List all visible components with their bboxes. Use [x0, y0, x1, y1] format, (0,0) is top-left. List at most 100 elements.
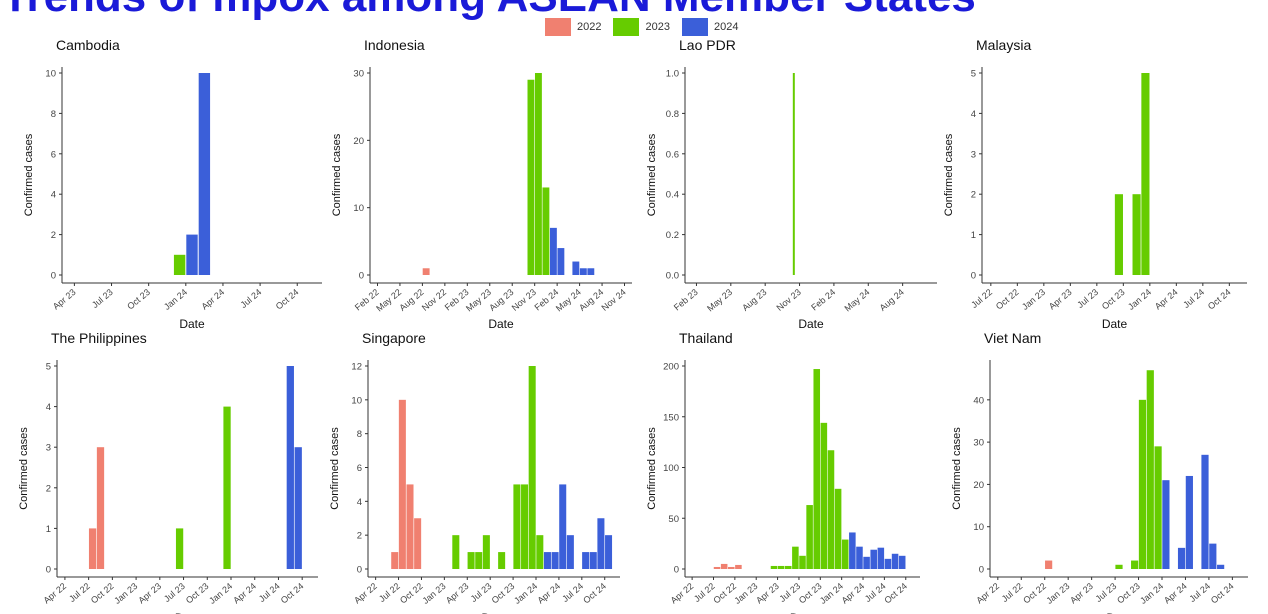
bar: [572, 261, 580, 275]
y-tick-label: 150: [663, 412, 679, 423]
bar: [475, 552, 483, 569]
bar: [587, 268, 595, 275]
bar: [720, 563, 728, 569]
panel-cambodia: Cambodia 0 2 4 6 8 10 Apr 23 Jul 23 Oct 23 Jan 24 A…: [23, 37, 322, 331]
panel-title: Malaysia: [976, 37, 1031, 53]
bar: [398, 399, 406, 569]
y-tick-label: 30: [973, 438, 984, 449]
x-tick-label: Oct 23: [1115, 581, 1142, 606]
y-tick-label: 0: [359, 271, 364, 282]
x-tick-label: Nov 23: [775, 287, 803, 313]
y-tick-label: 0.2: [666, 230, 679, 241]
y-tick-label: 1.0: [666, 69, 679, 80]
x-tick-label: Aug 22: [397, 287, 425, 313]
bar: [849, 532, 856, 569]
y-tick-label: 0: [51, 271, 56, 282]
bar: [1217, 564, 1225, 569]
bar: [482, 535, 490, 569]
legend-item-2022: 2022: [545, 18, 601, 36]
bar: [467, 552, 475, 569]
x-tick-label: Apr 22: [974, 581, 1001, 606]
x-tick-label: Jul 22: [67, 581, 92, 604]
bar: [1209, 543, 1217, 569]
y-tick-label: 0: [971, 271, 976, 282]
bar: [422, 268, 430, 275]
y-tick-label: 12: [351, 362, 362, 373]
y-axis-label: Confirmed cases: [329, 427, 341, 510]
x-tick-label: Jan 23: [1044, 581, 1071, 606]
x-tick-label: Oct 22: [398, 581, 425, 606]
x-tick-label: Apr 23: [51, 287, 78, 312]
bar: [551, 552, 559, 569]
y-tick-label: 50: [668, 514, 679, 525]
bar: [820, 422, 828, 569]
bar: [792, 73, 795, 275]
bar: [88, 528, 97, 569]
bar: [799, 555, 806, 569]
bar: [96, 447, 105, 569]
legend-swatch-2023: [613, 18, 640, 36]
bar: [1138, 399, 1147, 569]
y-axis-label: Confirmed cases: [646, 427, 658, 510]
y-tick-label: 2: [51, 230, 56, 241]
x-axis-label: Date: [1102, 317, 1128, 331]
x-tick-label: Jan 24: [818, 581, 845, 606]
x-tick-label: Apr 23: [1068, 581, 1095, 606]
x-tick-label: Jul 22: [1000, 581, 1025, 604]
y-tick-label: 0: [357, 565, 362, 576]
bar: [898, 555, 906, 569]
y-tick-label: 0.8: [666, 109, 679, 120]
bar: [527, 79, 535, 275]
y-tick-label: 6: [51, 149, 56, 160]
panel-title: Indonesia: [364, 37, 425, 53]
bar: [559, 484, 567, 569]
x-tick-label: Jul 24: [560, 581, 585, 604]
bar: [870, 549, 877, 569]
panel-title: Viet Nam: [984, 330, 1041, 346]
bar: [534, 73, 542, 275]
y-tick-label: 8: [357, 429, 362, 440]
page-title: Trends of mpox among ASEAN Member States: [2, 0, 976, 22]
bar: [1185, 475, 1193, 569]
bar: [1201, 454, 1209, 569]
bar: [806, 505, 813, 569]
legend-swatch-2024: [681, 18, 708, 36]
x-tick-label: May 23: [705, 287, 734, 314]
x-tick-label: Feb 24: [809, 287, 837, 313]
x-tick-label: Oct 22: [994, 287, 1021, 312]
bar: [528, 366, 536, 569]
y-tick-label: 0.6: [666, 149, 679, 160]
bar: [891, 553, 899, 569]
bar: [589, 552, 597, 569]
x-tick-label: Oct 22: [89, 581, 116, 606]
bar: [1132, 194, 1141, 275]
bar: [1162, 480, 1170, 569]
x-axis-label: Date: [798, 317, 824, 331]
x-tick-label: May 23: [464, 287, 493, 314]
bar: [452, 535, 460, 569]
x-tick-label: Jan 23: [732, 581, 759, 606]
bar: [1141, 73, 1150, 275]
bar: [286, 366, 294, 569]
x-tick-label: Jan 23: [421, 581, 448, 606]
bar: [175, 528, 184, 569]
bar: [1146, 370, 1154, 569]
bar: [1177, 547, 1186, 569]
panel-title: Lao PDR: [679, 37, 736, 53]
y-tick-label: 40: [973, 395, 984, 406]
y-tick-label: 3: [971, 149, 976, 160]
x-tick-label: Oct 23: [490, 581, 517, 606]
y-tick-label: 3: [46, 443, 51, 454]
bar: [198, 73, 211, 275]
x-tick-label: Oct 23: [1100, 287, 1127, 312]
x-tick-label: Apr 23: [136, 581, 163, 606]
bar: [713, 566, 721, 569]
x-tick-label: Oct 24: [581, 581, 608, 606]
bar: [770, 565, 778, 569]
x-tick-label: Apr 22: [41, 581, 68, 606]
bar: [827, 450, 835, 569]
x-tick-label: Jan 24: [162, 287, 189, 312]
x-tick-label: Apr 22: [352, 581, 379, 606]
